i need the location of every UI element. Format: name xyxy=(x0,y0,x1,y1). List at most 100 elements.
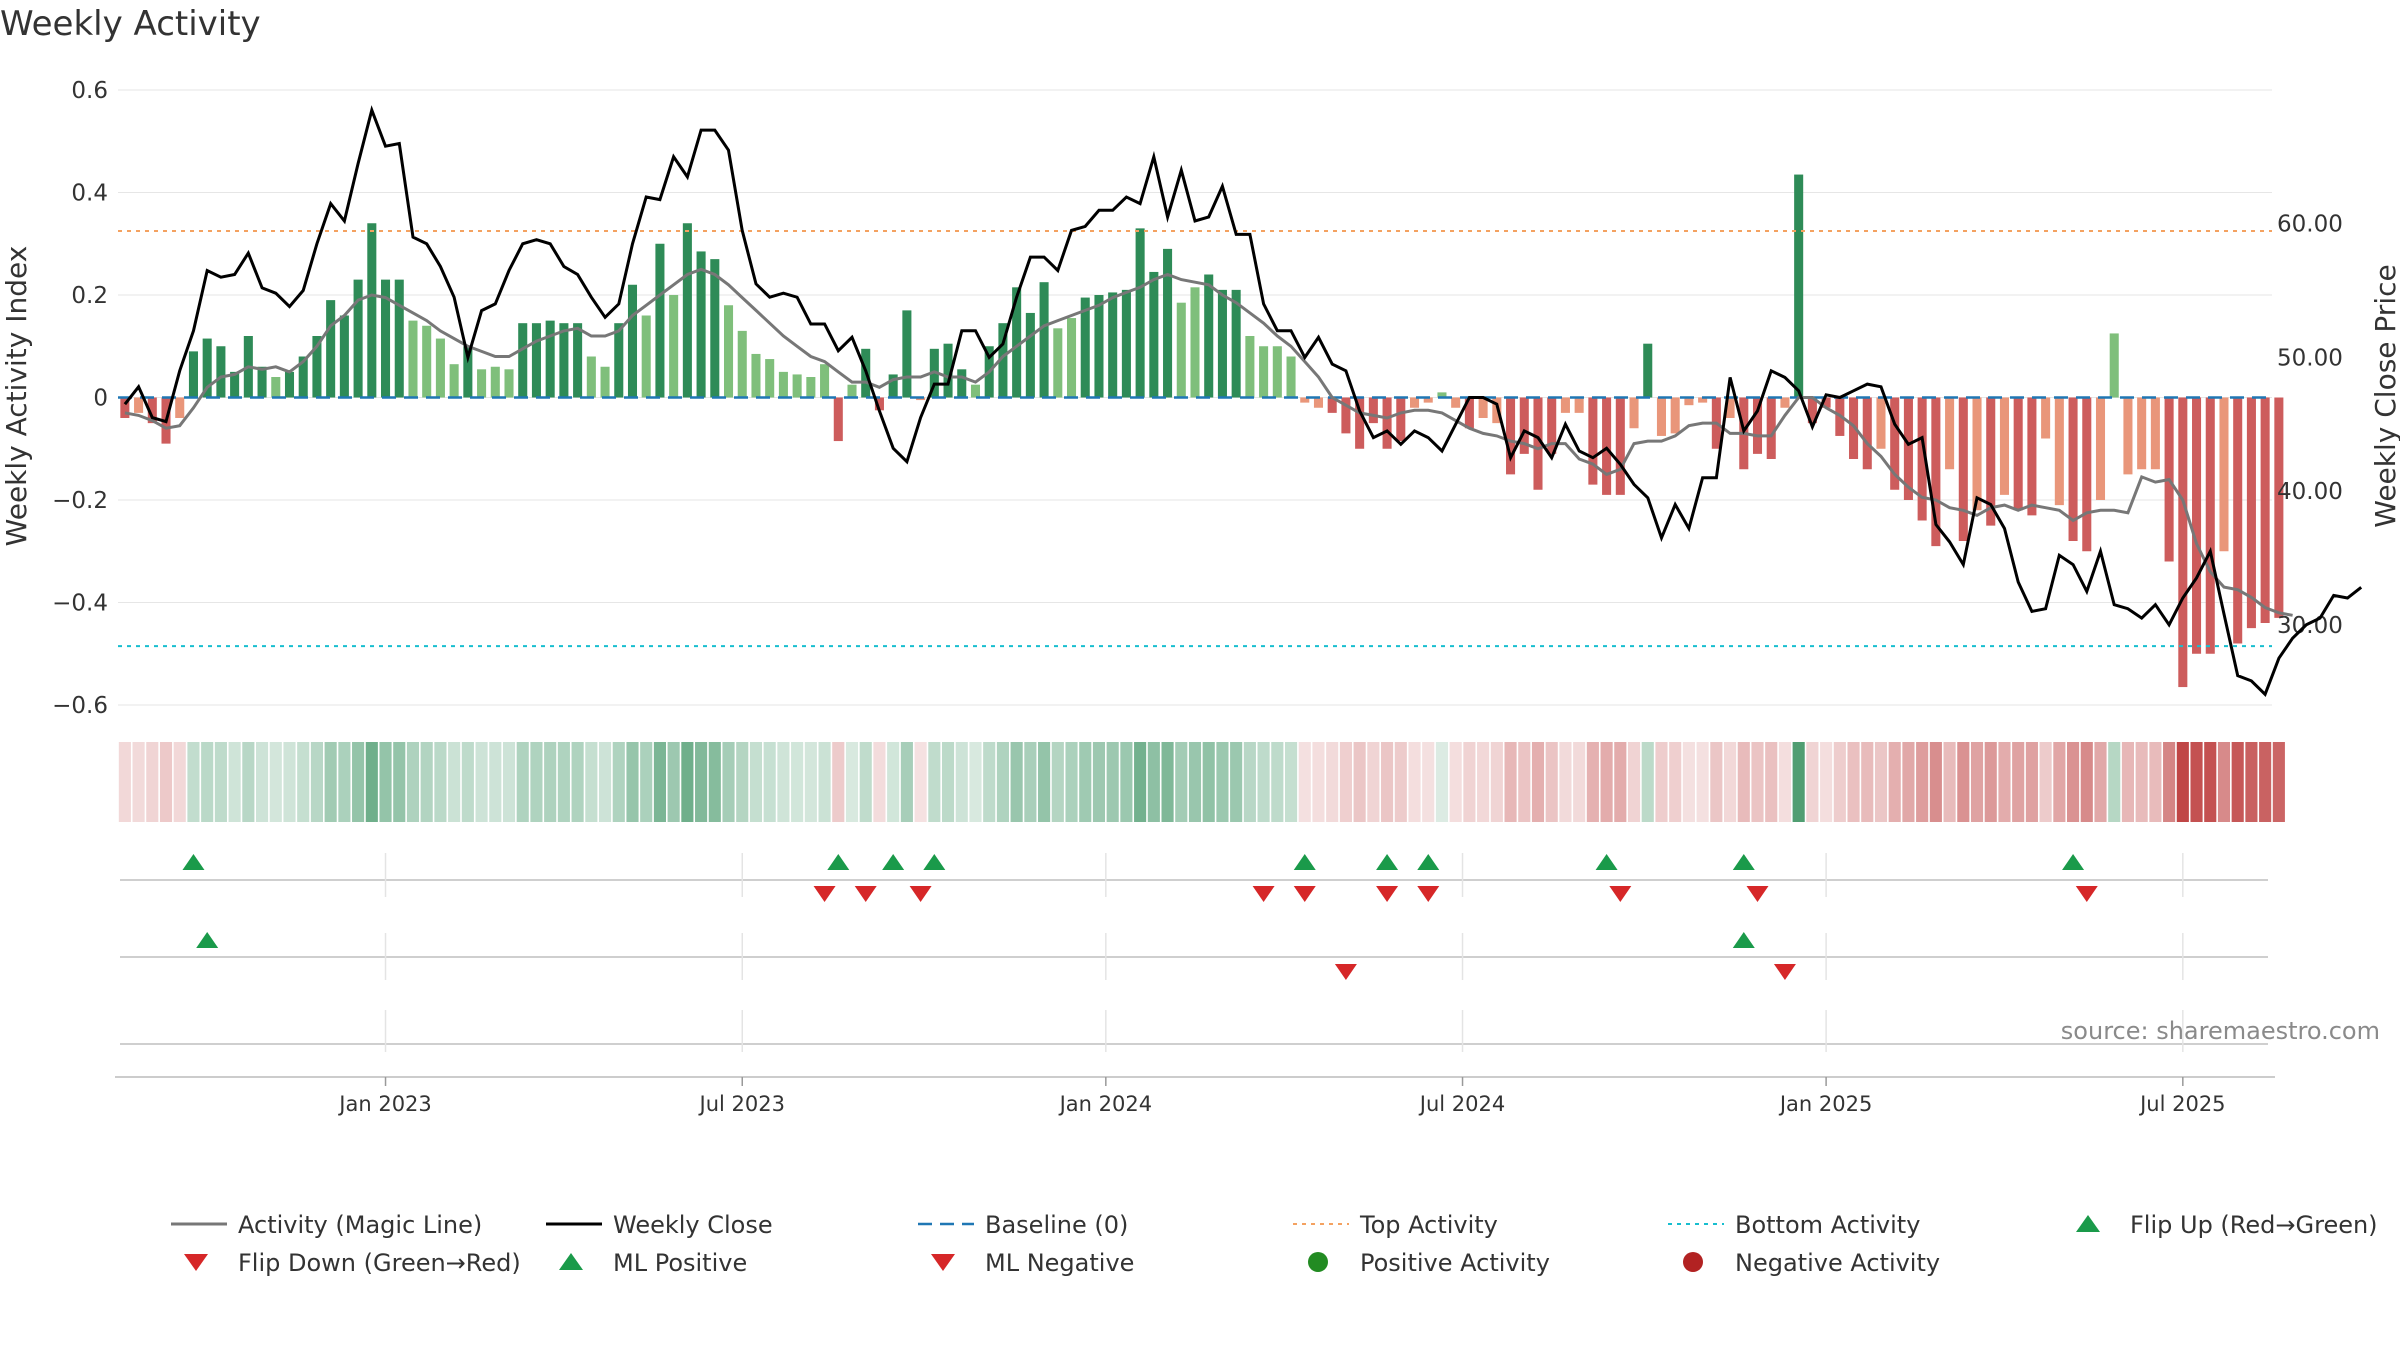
activity-bar xyxy=(627,284,638,398)
series-lines xyxy=(123,105,2363,697)
activity-bar xyxy=(1080,297,1090,398)
activity-bar xyxy=(1752,397,1763,454)
activity-bar xyxy=(1464,397,1474,429)
strip-cell xyxy=(996,742,1009,822)
strip-cell xyxy=(969,742,982,822)
activity-bar xyxy=(120,397,130,418)
activity-bar xyxy=(614,323,624,398)
strip-cell xyxy=(338,742,351,822)
strip-cell xyxy=(2080,742,2093,822)
strip-cell xyxy=(1970,742,1984,822)
strip-cell xyxy=(873,742,886,822)
legend-label: Flip Up (Red→Green) xyxy=(2130,1211,2378,1239)
strip-cell xyxy=(804,742,817,822)
strip-cell xyxy=(283,742,296,822)
activity-bar xyxy=(1615,397,1625,495)
activity-bar xyxy=(847,384,857,398)
strip-cell xyxy=(502,742,516,822)
flip-down-marker xyxy=(1417,886,1440,902)
activity-bar xyxy=(1382,397,1392,449)
y-axis-right-label: Weekly Close Price xyxy=(2369,264,2400,527)
activity-bar xyxy=(2260,397,2270,623)
activity-bar xyxy=(1149,271,1159,398)
y-axis-right: 60.00 50.00 40.00 30.00 xyxy=(2277,212,2343,639)
strip-cell xyxy=(585,742,598,822)
legend-label: Bottom Activity xyxy=(1735,1211,1920,1239)
activity-bar xyxy=(1437,392,1447,398)
activity-bar xyxy=(1807,397,1817,424)
strip-cell xyxy=(2108,742,2121,822)
strip-cell xyxy=(489,742,502,822)
activity-bar xyxy=(326,300,336,398)
activity-bar xyxy=(806,377,816,398)
activity-bar xyxy=(353,279,363,398)
strip-cell xyxy=(448,742,461,822)
flip-down-marker xyxy=(813,886,836,902)
strip-cell xyxy=(1394,742,1407,822)
strip-cell xyxy=(434,742,447,822)
strip-cell xyxy=(1257,742,1270,822)
activity-bar xyxy=(1313,397,1324,408)
activity-bar xyxy=(600,366,610,398)
activity-bar xyxy=(2178,397,2188,688)
strip-cell xyxy=(1751,742,1764,822)
y-left-tick-label: 0.4 xyxy=(71,181,108,207)
strip-cell xyxy=(420,742,433,822)
strip-cell xyxy=(1627,742,1641,822)
y-left-tick-label: 0 xyxy=(93,386,108,412)
activity-bar xyxy=(1163,248,1173,398)
strip-cell xyxy=(269,742,282,822)
strip-cell xyxy=(132,742,145,822)
y-left-tick-label: 0.6 xyxy=(71,78,108,104)
strip-cell xyxy=(1065,742,1078,822)
activity-bar xyxy=(1519,397,1529,454)
activity-bar xyxy=(202,338,212,398)
weekly-close-line xyxy=(123,105,2363,697)
activity-bar xyxy=(1794,174,1804,398)
strip-cell xyxy=(1106,742,1119,822)
strip-cell xyxy=(612,742,625,822)
activity-bar xyxy=(2192,397,2202,654)
flip-down-marker xyxy=(1252,886,1275,902)
activity-bar xyxy=(669,295,679,398)
legend-label: Positive Activity xyxy=(1360,1249,1550,1277)
activity-bar xyxy=(1602,397,1612,495)
x-tick-label: Jul 2023 xyxy=(698,1092,785,1116)
activity-bar xyxy=(916,397,926,401)
activity-bar xyxy=(1245,336,1255,398)
activity-bar xyxy=(463,346,473,398)
strip-cell xyxy=(159,742,173,822)
strip-cell xyxy=(1435,742,1449,822)
activity-bar xyxy=(188,351,198,398)
activity-bar xyxy=(1684,397,1694,406)
strip-cell xyxy=(1449,742,1462,822)
activity-bar xyxy=(545,320,555,398)
activity-bar xyxy=(257,366,267,398)
flip-up-marker xyxy=(1417,854,1440,870)
ml-negative-marker xyxy=(1773,964,1796,980)
activity-bar xyxy=(2082,397,2092,552)
flip-up-marker xyxy=(923,854,946,870)
strip-cell xyxy=(1545,742,1558,822)
activity-bar xyxy=(710,259,720,398)
strip-cell xyxy=(2272,742,2285,822)
y-left-tick-label: 0.2 xyxy=(71,283,108,309)
strip-cell xyxy=(1381,742,1394,822)
strip-cell xyxy=(2025,742,2038,822)
activity-bar xyxy=(477,369,487,398)
strip-cell xyxy=(393,742,406,822)
strip-cell xyxy=(1271,742,1284,822)
activity-bar xyxy=(1643,343,1653,398)
strip-cell xyxy=(187,742,200,822)
activity-bar xyxy=(1574,397,1584,413)
strip-cell xyxy=(1696,742,1709,822)
strip-cell xyxy=(1600,742,1613,822)
activity-bar xyxy=(1547,397,1557,454)
strip-cell xyxy=(1518,742,1531,822)
strip-cell xyxy=(2190,742,2203,822)
activity-bar xyxy=(902,310,912,398)
strip-cell xyxy=(2163,742,2176,822)
strip-cell xyxy=(695,742,708,822)
activity-bar xyxy=(970,384,981,398)
